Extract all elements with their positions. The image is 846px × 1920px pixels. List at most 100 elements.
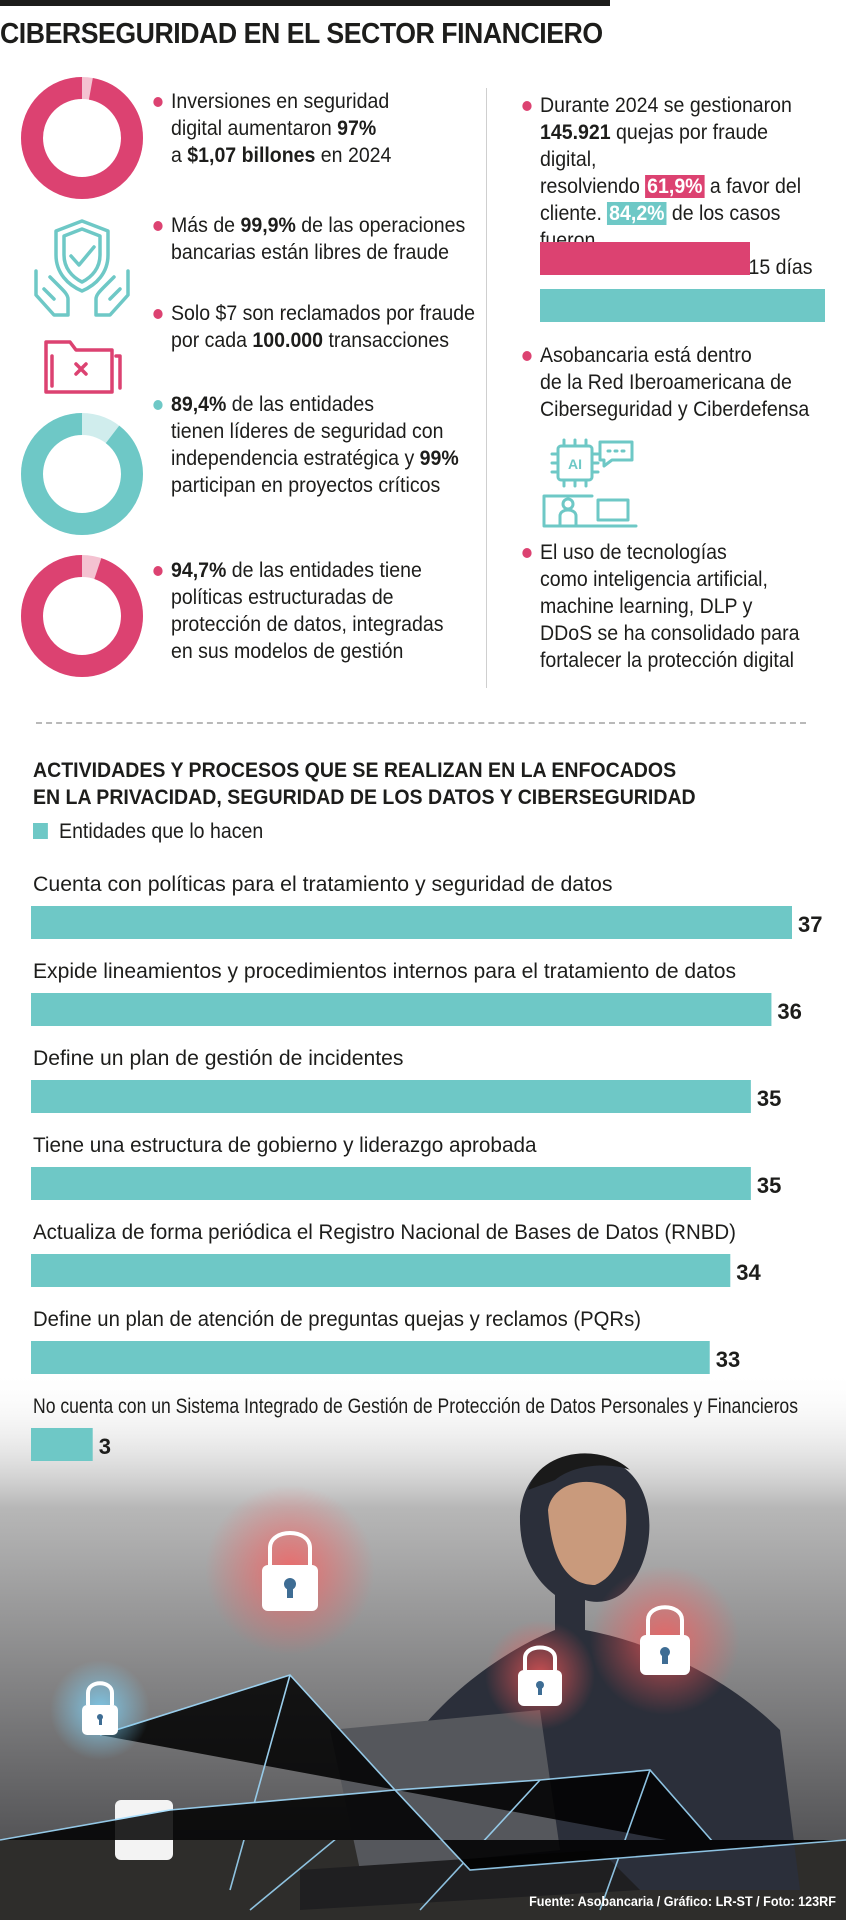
fact-text: Más de [171, 214, 241, 237]
fact-text: DDoS se ha consolidado para [540, 622, 800, 645]
donut-politicas [21, 555, 143, 677]
fact-highlight: 145.921 [540, 121, 611, 144]
bar [31, 1341, 710, 1374]
bullet [153, 400, 163, 410]
bar-value-label: 3 [99, 1434, 111, 1459]
bar [31, 993, 772, 1026]
legend-label: Entidades que lo hacen [59, 820, 264, 843]
fact-text: de las operaciones [295, 214, 466, 237]
bar [31, 1080, 751, 1113]
bar-value-label: 37 [798, 912, 822, 937]
fact-text: resolviendo [540, 175, 646, 198]
bar [31, 906, 792, 939]
fraud-bar-atendidos [540, 289, 825, 322]
ai-laptop-icon: AI [542, 438, 638, 528]
bar-category-label: Cuenta con políticas para el tratamiento… [33, 873, 613, 896]
bar-value-label: 34 [736, 1260, 761, 1285]
fact-text: independencia estratégica y [171, 447, 420, 470]
fact-text: Solo $7 son reclamados por fraude [171, 302, 475, 325]
fact-asobancaria: Asobancaria está dentro de la Red Iberoa… [522, 342, 810, 423]
bar-category-label: Actualiza de forma periódica el Registro… [33, 1221, 736, 1244]
chart-title: ACTIVIDADES Y PROCESOS QUE SE REALIZAN E… [33, 757, 696, 811]
fact-text: a favor del [704, 175, 802, 198]
bar-category-label: Define un plan de atención de preguntas … [33, 1308, 641, 1331]
svg-text:AI: AI [568, 456, 582, 472]
fact-text: protección de datos, integradas [171, 613, 444, 636]
donut-lideres [21, 413, 143, 535]
section-divider [36, 722, 806, 724]
fact-highlight: 97% [337, 117, 377, 140]
chart-title-line: EN LA PRIVACIDAD, SEGURIDAD DE LOS DATOS… [33, 786, 696, 809]
fact-text: de las entidades tiene [226, 559, 422, 582]
folder-error-icon [44, 340, 122, 394]
bar-category-label: Define un plan de gestión de incidentes [33, 1047, 404, 1070]
activities-bar-chart: Cuenta con políticas para el tratamiento… [31, 873, 822, 1461]
fact-text: Asobancaria está dentro [540, 344, 752, 367]
bullet [522, 548, 532, 558]
bar-category-label: Expide lineamientos y procedimientos int… [33, 960, 736, 983]
bar-category-label: No cuenta con un Sistema Integrado de Ge… [33, 1395, 798, 1418]
fact-highlight: 100.000 [252, 329, 324, 352]
column-divider [486, 88, 487, 688]
fact-text: El uso de tecnologías [540, 541, 727, 564]
bullet [522, 351, 532, 361]
fact-text: machine learning, DLP y [540, 595, 753, 618]
fact-text: como inteligencia artificial, [540, 568, 768, 591]
donut-value-arc [21, 555, 143, 677]
bar-value-label: 35 [757, 1086, 781, 1111]
shield-hands-icon [34, 219, 130, 317]
bullet [153, 309, 163, 319]
fact-text: bancarias están libres de fraude [171, 241, 449, 264]
fact-text: cliente. [540, 202, 608, 225]
fact-text: por cada [171, 329, 253, 352]
bullet [153, 566, 163, 576]
donut-value-arc [21, 413, 143, 535]
fact-highlight: 94,7% [171, 559, 227, 582]
fact-text: quejas por fraude digital, [540, 121, 769, 171]
bullet [522, 101, 532, 111]
credit-line: Fuente: Asobancaria / Gráfico: LR-ST / F… [529, 1893, 836, 1909]
top-rule [0, 0, 610, 6]
fact-text: transacciones [323, 329, 449, 352]
fact-text: de la Red Iberoamericana de [540, 371, 792, 394]
bullet [153, 97, 163, 107]
fact-politicas: 94,7% de las entidades tiene políticas e… [153, 557, 444, 665]
background-photo [0, 1370, 846, 1920]
fact-text: Ciberseguridad y Ciberdefensa [540, 398, 810, 421]
fact-text: fortalecer la protección digital [540, 649, 795, 672]
fact-text: digital aumentaron [171, 117, 338, 140]
bar-value-label: 35 [757, 1173, 781, 1198]
bar-value-label: 36 [777, 999, 801, 1024]
fact-tecnologias: El uso de tecnologías como inteligencia … [522, 539, 800, 674]
page-title: CIBERSEGURIDAD EN EL SECTOR FINANCIERO [0, 18, 603, 50]
fact-text: en 2024 [315, 144, 392, 167]
fact-reclamos: Solo $7 son reclamados por fraude por ca… [153, 300, 475, 354]
fact-text: Durante 2024 se gestionaron [540, 94, 792, 117]
fact-inversion: Inversiones en seguridad digital aumenta… [153, 88, 392, 169]
bar [31, 1254, 731, 1287]
chart-legend: Entidades que lo hacen [33, 820, 263, 844]
bar-value-label: 33 [716, 1347, 740, 1372]
fact-text: de las entidades [226, 393, 375, 416]
fact-text: Inversiones en seguridad [171, 90, 390, 113]
fact-highlight: 99,9% [240, 214, 296, 237]
fact-text: participan en proyectos críticos [171, 474, 441, 497]
fact-text: tienen líderes de seguridad con [171, 420, 444, 443]
fact-highlight: $1,07 billones [187, 144, 316, 167]
fact-text: en sus modelos de gestión [171, 640, 404, 663]
bullet [153, 221, 163, 231]
donut-inversion [21, 77, 143, 199]
fact-lideres: 89,4% de las entidades tienen líderes de… [153, 391, 459, 499]
donut-value-arc [21, 77, 143, 199]
bar [31, 1428, 93, 1461]
fact-operaciones: Más de 99,9% de las operaciones bancaria… [153, 212, 466, 266]
fact-text: a [171, 144, 188, 167]
bar-category-label: Tiene una estructura de gobierno y lider… [33, 1134, 537, 1157]
legend-swatch [33, 823, 48, 839]
bar [31, 1167, 751, 1200]
fraud-bar-resueltos [540, 242, 750, 275]
fact-text: políticas estructuradas de [171, 586, 394, 609]
chart-title-line: ACTIVIDADES Y PROCESOS QUE SE REALIZAN E… [33, 759, 677, 782]
highlight-teal: 84,2% [607, 202, 667, 225]
fact-highlight: 99% [419, 447, 459, 470]
